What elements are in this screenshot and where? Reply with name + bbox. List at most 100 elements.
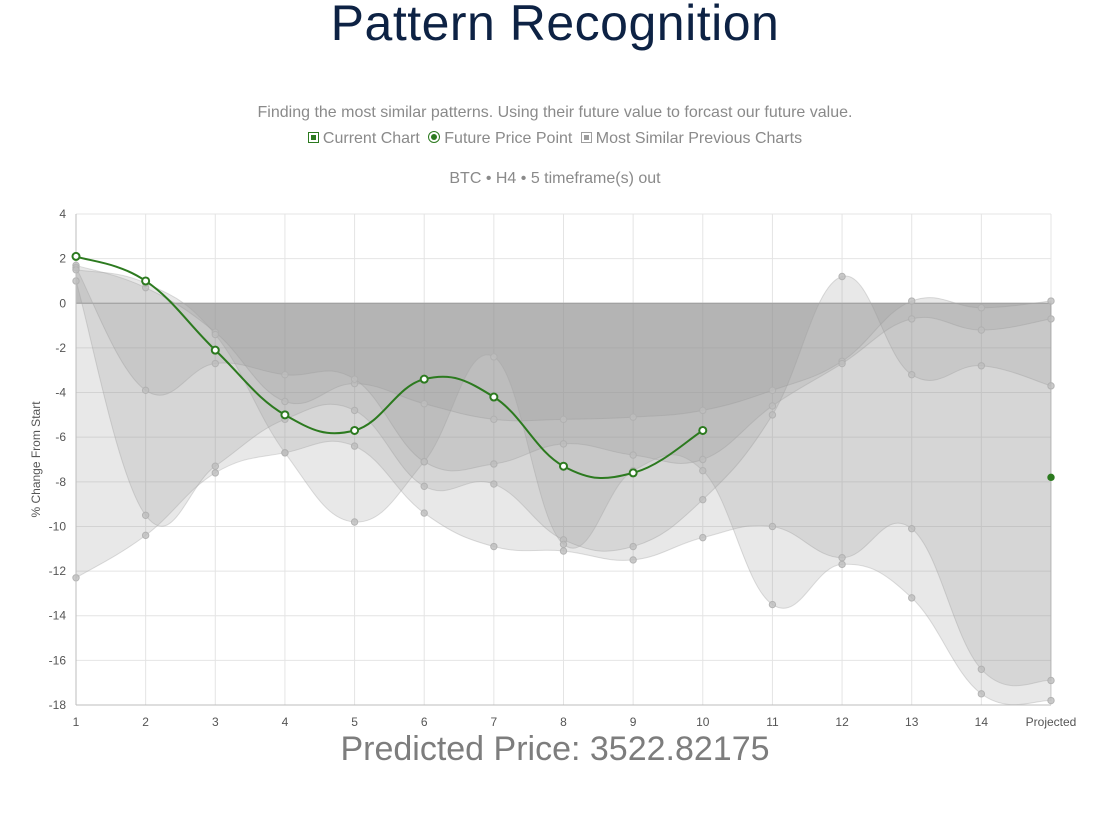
similar-chart-point — [699, 495, 707, 504]
similar-chart-point — [977, 665, 986, 673]
y-tick-label: 0 — [59, 296, 66, 310]
y-tick-label: -10 — [49, 519, 67, 533]
legend-item-future-price-point[interactable]: Future Price Point — [428, 130, 572, 148]
x-tick-label: 14 — [975, 715, 989, 729]
similar-chart-point — [908, 594, 916, 602]
x-tick-label: 11 — [766, 715, 779, 729]
similar-chart-point — [838, 359, 846, 368]
similar-chart-point — [977, 362, 986, 370]
similar-chart-point — [699, 466, 707, 475]
similar-chart-point — [768, 402, 777, 410]
similar-chart-point — [490, 415, 498, 424]
y-tick-label: -8 — [55, 475, 66, 489]
similar-chart-point — [420, 400, 428, 408]
x-tick-label: 13 — [905, 715, 919, 729]
current-chart-point — [489, 392, 499, 402]
similar-chart-point — [281, 449, 289, 457]
similar-chart-point — [908, 297, 916, 305]
similar-chart-point — [629, 556, 637, 564]
similar-chart-point — [211, 462, 219, 470]
similar-chart-point — [281, 370, 289, 379]
similar-chart-point — [141, 511, 150, 519]
current-chart-point — [210, 345, 220, 355]
y-tick-label: -18 — [49, 698, 67, 712]
chart-title: BTC • H4 • 5 timeframe(s) out — [449, 170, 661, 187]
similar-chart-point — [768, 600, 777, 609]
y-tick-label: -16 — [49, 653, 67, 667]
current-chart-point — [71, 251, 81, 261]
current-chart-point — [350, 425, 360, 435]
similar-chart-point — [768, 411, 777, 419]
x-tick-label: 2 — [142, 715, 149, 729]
y-tick-label: -2 — [55, 341, 66, 355]
similar-chart-point — [699, 406, 707, 415]
legend-item-current-chart[interactable]: Current Chart — [307, 130, 420, 148]
similar-chart-point — [768, 522, 777, 531]
similar-chart-point — [838, 554, 846, 562]
legend-label: Most Similar Previous Charts — [595, 130, 803, 147]
square-marker-icon — [580, 132, 592, 143]
current-chart-point — [698, 425, 708, 435]
similar-chart-point — [350, 375, 359, 383]
y-tick-label: -6 — [55, 430, 66, 444]
page-title: Pattern Recognition — [330, 0, 780, 51]
similar-chart-point — [1047, 297, 1055, 305]
similar-chart-point — [768, 386, 777, 395]
x-tick-label: 8 — [560, 715, 567, 729]
legend-label: Current Chart — [322, 130, 420, 147]
similar-chart-point — [629, 451, 637, 459]
future-price-point — [1047, 473, 1055, 482]
similar-chart-point — [1047, 382, 1055, 390]
x-tick-label: 4 — [282, 715, 289, 729]
similar-chart-point — [211, 469, 219, 477]
x-tick-labels: 1 2 3 4 5 6 7 8 9 10 11 12 13 14 Projected — [73, 715, 1077, 729]
similar-chart-point — [559, 540, 568, 549]
x-tick-label: 1 — [73, 715, 80, 729]
similar-chart-point — [559, 440, 568, 448]
similar-chart-point — [629, 542, 637, 551]
predicted-price: Predicted Price: 3522.82175 — [340, 730, 770, 768]
chart-legend: Current Chart Future Price Point Most Si… — [0, 130, 1110, 148]
similar-chart-point — [977, 690, 986, 698]
similar-chart-point — [350, 406, 359, 415]
similar-chart-point — [490, 460, 498, 468]
y-axis-label: % Change From Start — [29, 401, 43, 518]
similar-chart-point — [838, 272, 846, 281]
x-tick-label: 3 — [212, 715, 219, 729]
similar-chart-point — [490, 353, 498, 361]
current-chart-point — [280, 410, 290, 420]
similar-chart-point — [141, 386, 150, 395]
similar-chart-point — [420, 458, 428, 466]
x-tick-label: 7 — [491, 715, 498, 729]
similar-chart-point — [211, 330, 219, 339]
similar-chart-point — [699, 455, 707, 464]
current-chart-point — [419, 374, 429, 384]
similar-chart-point — [211, 359, 219, 368]
similar-chart-area — [75, 302, 1052, 687]
similar-chart-point — [1047, 315, 1055, 323]
legend-label: Future Price Point — [444, 130, 573, 147]
y-tick-label: -14 — [49, 609, 67, 623]
y-tick-label: 2 — [59, 252, 66, 266]
x-tick-label: 9 — [630, 715, 637, 729]
x-tick-label: Projected — [1026, 715, 1077, 729]
similar-chart-point — [629, 413, 637, 421]
similar-chart-point — [559, 547, 568, 555]
similar-chart-point — [350, 518, 359, 526]
square-marker-icon — [307, 132, 319, 143]
similar-chart-point — [420, 482, 428, 490]
similar-chart-point — [908, 524, 916, 533]
x-tick-label: 10 — [696, 715, 710, 729]
similar-chart-point — [977, 304, 986, 312]
similar-chart-point — [908, 315, 916, 323]
similar-chart-point — [1047, 676, 1055, 685]
x-tick-label: 6 — [421, 715, 428, 729]
y-tick-label: -12 — [49, 564, 67, 578]
similar-chart-point — [977, 326, 986, 334]
legend-item-similar-charts[interactable]: Most Similar Previous Charts — [580, 130, 803, 148]
x-tick-label: 5 — [351, 715, 358, 729]
similar-chart-point — [490, 542, 498, 551]
y-tick-label: 4 — [59, 207, 66, 221]
x-tick-label: 12 — [835, 715, 849, 729]
similar-chart-point — [350, 442, 359, 450]
